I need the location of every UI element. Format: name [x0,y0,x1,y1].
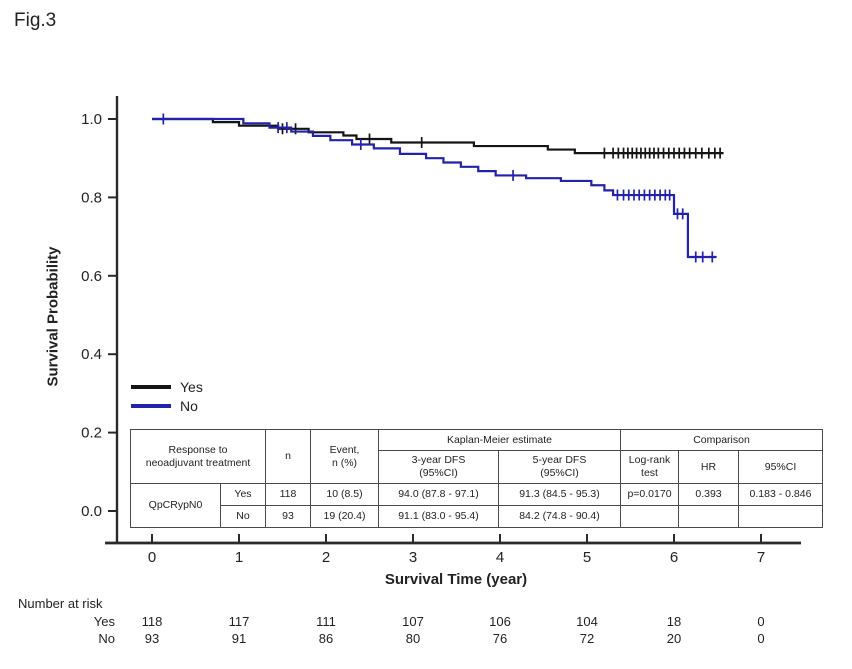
at-risk-value: 93 [144,631,160,646]
legend-entry-no: No [131,396,203,415]
cell-event-yes: 10 (8.5) [310,483,379,506]
y-tick-label: 0.4 [81,346,102,363]
y-tick-label: 1.0 [81,111,102,128]
header-km-estimate: Kaplan-Meier estimate [378,429,621,451]
at-risk-value: 0 [757,631,765,646]
x-axis-title: Survival Time (year) [384,571,528,588]
at-risk-value: 111 [316,614,336,629]
x-tick-label: 6 [670,549,678,566]
at-risk-value: 86 [318,631,334,646]
x-tick-label: 1 [235,549,243,566]
legend-entry-yes: Yes [131,377,203,396]
header-5yr-dfs: 5-year DFS (95%CI) [498,450,621,484]
header-3yr-dfs: 3-year DFS (95%CI) [378,450,499,484]
legend-label-no: No [180,397,198,414]
at-risk-value: 80 [405,631,421,646]
x-tick-label: 0 [148,549,156,566]
cell-hr-no [678,505,739,528]
x-tick-label: 7 [757,549,765,566]
stats-table: Response to neoadjuvant treatment n Even… [130,429,823,528]
cell-response-yes: Yes [220,483,266,506]
cell-hr: 0.393 [678,483,739,506]
at-risk-value: 0 [757,614,765,629]
cell-95ci: 0.183 - 0.846 [738,483,823,506]
at-risk-row-label-no: No [98,631,115,646]
x-tick-label: 4 [496,549,504,566]
header-event: Event, n (%) [310,429,379,484]
at-risk-value: 18 [666,614,682,629]
cell-3yr-no: 91.1 (83.0 - 95.4) [378,505,499,528]
cell-95ci-no [738,505,823,528]
x-tick-label: 5 [583,549,591,566]
cell-group-label: QpCRypN0 [130,483,221,528]
at-risk-value: 91 [231,631,247,646]
header-logrank: Log-rank test [620,450,679,484]
km-curve-no [152,117,717,259]
at-risk-value: 117 [228,614,250,629]
legend-label-yes: Yes [180,378,203,395]
y-tick-label: 0.0 [81,503,102,520]
cell-logrank: p=0.0170 [620,483,679,506]
y-axis-title: Survival Probability [44,246,62,387]
cell-event-no: 19 (20.4) [310,505,379,528]
y-tick-label: 0.2 [81,425,102,442]
legend-line-no [131,403,171,408]
cell-n-yes: 118 [265,483,311,506]
at-risk-value: 104 [576,614,598,629]
legend: Yes No [131,377,203,415]
y-tick-label: 0.6 [81,268,102,285]
x-tick-label: 2 [322,549,330,566]
header-95ci: 95%CI [738,450,823,484]
at-risk-value: 20 [666,631,682,646]
legend-line-yes [131,384,171,389]
at-risk-value: 106 [489,614,511,629]
at-risk-value: 76 [492,631,508,646]
number-at-risk-title: Number at risk [18,596,103,611]
at-risk-value: 118 [141,614,163,629]
header-hr: HR [678,450,739,484]
cell-n-no: 93 [265,505,311,528]
figure-number-label: Fig.3 [14,10,57,31]
header-comparison: Comparison [620,429,823,451]
at-risk-value: 107 [402,614,424,629]
y-tick-label: 0.8 [81,189,102,206]
at-risk-value: 72 [579,631,595,646]
km-curve-yes [152,117,724,155]
at-risk-row-label-yes: Yes [93,614,115,629]
cell-logrank-no [620,505,679,528]
header-n: n [265,429,311,484]
cell-5yr-no: 84.2 (74.8 - 90.4) [498,505,621,528]
cell-response-no: No [220,505,266,528]
header-response: Response to neoadjuvant treatment [130,429,266,484]
cell-5yr-yes: 91.3 (84.5 - 95.3) [498,483,621,506]
x-tick-label: 3 [409,549,417,566]
cell-3yr-yes: 94.0 (87.8 - 97.1) [378,483,499,506]
